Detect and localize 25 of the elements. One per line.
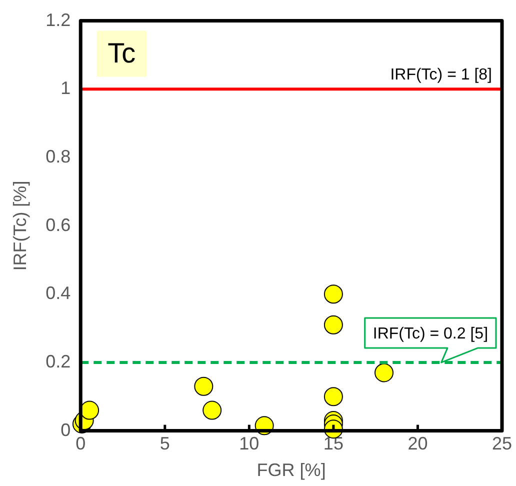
ref-line-label: IRF(Tc) = 0.2 [5] [372, 325, 488, 342]
y-tick-label: 0.2 [46, 351, 71, 372]
y-axis-title: IRF(Tc) [%] [10, 180, 30, 271]
y-tick-label: 1.2 [46, 10, 71, 30]
point [324, 284, 343, 304]
x-axis-title: FGR [%] [256, 460, 326, 480]
x-tick-label: 15 [323, 434, 344, 454]
y-tick-label: 0.6 [46, 214, 71, 235]
x-tick-label: 0 [76, 434, 86, 454]
x-tick-label: 10 [239, 434, 260, 454]
point [374, 363, 394, 382]
point [80, 400, 100, 420]
x-tick-label: 20 [408, 434, 428, 454]
y-tick-label: 1 [60, 78, 71, 98]
point [324, 315, 343, 334]
ref-line-label: IRF(Tc) = 1 [8] [390, 66, 492, 84]
y-tick-label: 0.8 [46, 146, 71, 166]
annotation: Tc [108, 38, 136, 69]
point [202, 400, 222, 420]
point [194, 376, 214, 396]
y-tick-label: 0.4 [46, 283, 71, 304]
x-tick-label: 25 [492, 434, 512, 454]
y-tick-label: 0 [60, 420, 71, 440]
x-tick-label: 5 [160, 434, 170, 454]
point [324, 387, 343, 406]
